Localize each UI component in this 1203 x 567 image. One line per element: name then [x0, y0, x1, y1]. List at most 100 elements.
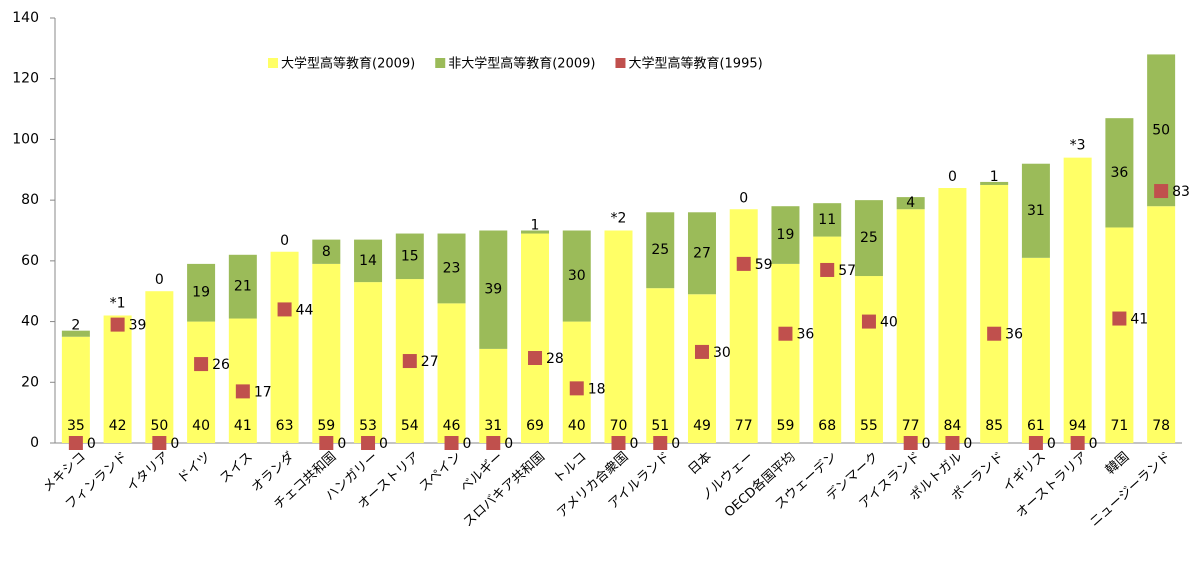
y-tick-label: 80 — [21, 192, 39, 208]
value-label: 63 — [276, 418, 294, 434]
marker — [861, 314, 876, 329]
y-tick-label: 140 — [12, 10, 39, 26]
value-label: 46 — [443, 418, 461, 434]
value-label: 0 — [280, 233, 289, 249]
marker — [402, 354, 417, 369]
bar-segment — [1021, 257, 1050, 443]
marker — [194, 357, 209, 372]
bar-segment — [980, 184, 1009, 443]
bar-segment — [61, 330, 90, 337]
value-label: 40 — [192, 418, 210, 434]
value-label: 19 — [192, 285, 210, 301]
bar-segment — [1105, 227, 1134, 443]
value-label: 11 — [818, 212, 836, 228]
value-label: 31 — [484, 418, 502, 434]
value-label: 36 — [1005, 327, 1023, 343]
value-label: 69 — [526, 418, 544, 434]
x-tick-label: スペイン — [417, 449, 465, 494]
marker — [653, 436, 668, 450]
value-label: 71 — [1110, 418, 1128, 434]
value-label: 26 — [212, 357, 230, 373]
value-label: 39 — [484, 282, 502, 298]
bar-segment — [980, 181, 1009, 185]
value-label: 49 — [693, 418, 711, 434]
bar-segment — [228, 254, 257, 319]
value-label: 15 — [401, 248, 419, 264]
annotation: *2 — [611, 211, 627, 227]
value-label: 50 — [150, 418, 168, 434]
bar-segment — [646, 288, 675, 443]
bar-segment — [771, 263, 800, 443]
value-label: 30 — [568, 268, 586, 284]
value-label: 30 — [713, 345, 731, 361]
marker — [444, 436, 459, 450]
value-label: 1 — [990, 169, 999, 185]
legend-label: 大学型高等教育(1995) — [628, 56, 762, 72]
value-label: 17 — [254, 384, 272, 400]
marker — [486, 436, 501, 450]
x-tick-label: スイス — [217, 449, 256, 486]
value-label: 55 — [860, 418, 878, 434]
bar-segment — [228, 318, 257, 443]
value-label: 40 — [880, 315, 898, 331]
marker — [945, 436, 960, 450]
bar-segment — [646, 212, 675, 289]
value-label: 27 — [693, 245, 711, 261]
bar-segment — [521, 233, 550, 443]
value-label: 41 — [234, 418, 252, 434]
y-tick-label: 40 — [21, 314, 39, 330]
bar-segment — [479, 230, 508, 349]
bar-segment — [562, 230, 591, 322]
bar-segment — [729, 209, 758, 443]
value-label: 41 — [1130, 312, 1148, 328]
marker — [778, 326, 793, 341]
value-label: 1 — [531, 218, 540, 234]
marker — [1154, 184, 1169, 199]
x-tick-label: イタリア — [124, 449, 172, 495]
value-label: 51 — [651, 418, 669, 434]
value-label: 0 — [337, 436, 346, 452]
x-tick-label: アメリカ合衆国 — [554, 449, 632, 521]
bar-segment — [270, 251, 299, 443]
value-label: 0 — [155, 272, 164, 288]
value-label: 4 — [906, 195, 915, 211]
legend-label: 大学型高等教育(2009) — [281, 56, 415, 72]
value-label: 25 — [651, 242, 669, 258]
x-tick-label: オーストラリア — [1013, 449, 1090, 521]
value-label: 39 — [129, 318, 147, 334]
bar-segment — [521, 230, 550, 234]
value-label: 59 — [755, 257, 773, 273]
marker — [319, 436, 334, 450]
bar-segment — [312, 263, 341, 443]
marker — [569, 381, 584, 396]
marker — [68, 436, 83, 450]
value-label: 0 — [1047, 436, 1056, 452]
marker — [736, 256, 751, 271]
marker — [528, 351, 543, 365]
marker — [277, 302, 292, 317]
legend-swatch — [268, 58, 278, 68]
value-label: 94 — [1069, 418, 1087, 434]
value-label: 0 — [87, 436, 96, 452]
value-label: 0 — [922, 436, 931, 452]
value-label: 36 — [796, 327, 814, 343]
bar-segment — [61, 336, 90, 443]
x-tick-label: 日本 — [686, 449, 715, 478]
value-label: 42 — [109, 418, 127, 434]
x-tick-label: トルコ — [551, 449, 590, 486]
value-label: 53 — [359, 418, 377, 434]
value-label: 21 — [234, 279, 252, 295]
marker — [235, 384, 250, 399]
value-label: 83 — [1172, 184, 1190, 200]
bar-segment — [854, 276, 883, 443]
value-label: 0 — [504, 436, 513, 452]
bar-segment — [187, 321, 216, 443]
value-label: 44 — [296, 302, 314, 318]
bar-segment — [896, 197, 925, 210]
bar-segment — [1147, 54, 1176, 207]
value-label: 0 — [1089, 436, 1098, 452]
value-label: 35 — [67, 418, 85, 434]
marker — [152, 436, 167, 450]
value-label: 84 — [944, 418, 962, 434]
x-tick-label: 韓国 — [1103, 449, 1132, 478]
